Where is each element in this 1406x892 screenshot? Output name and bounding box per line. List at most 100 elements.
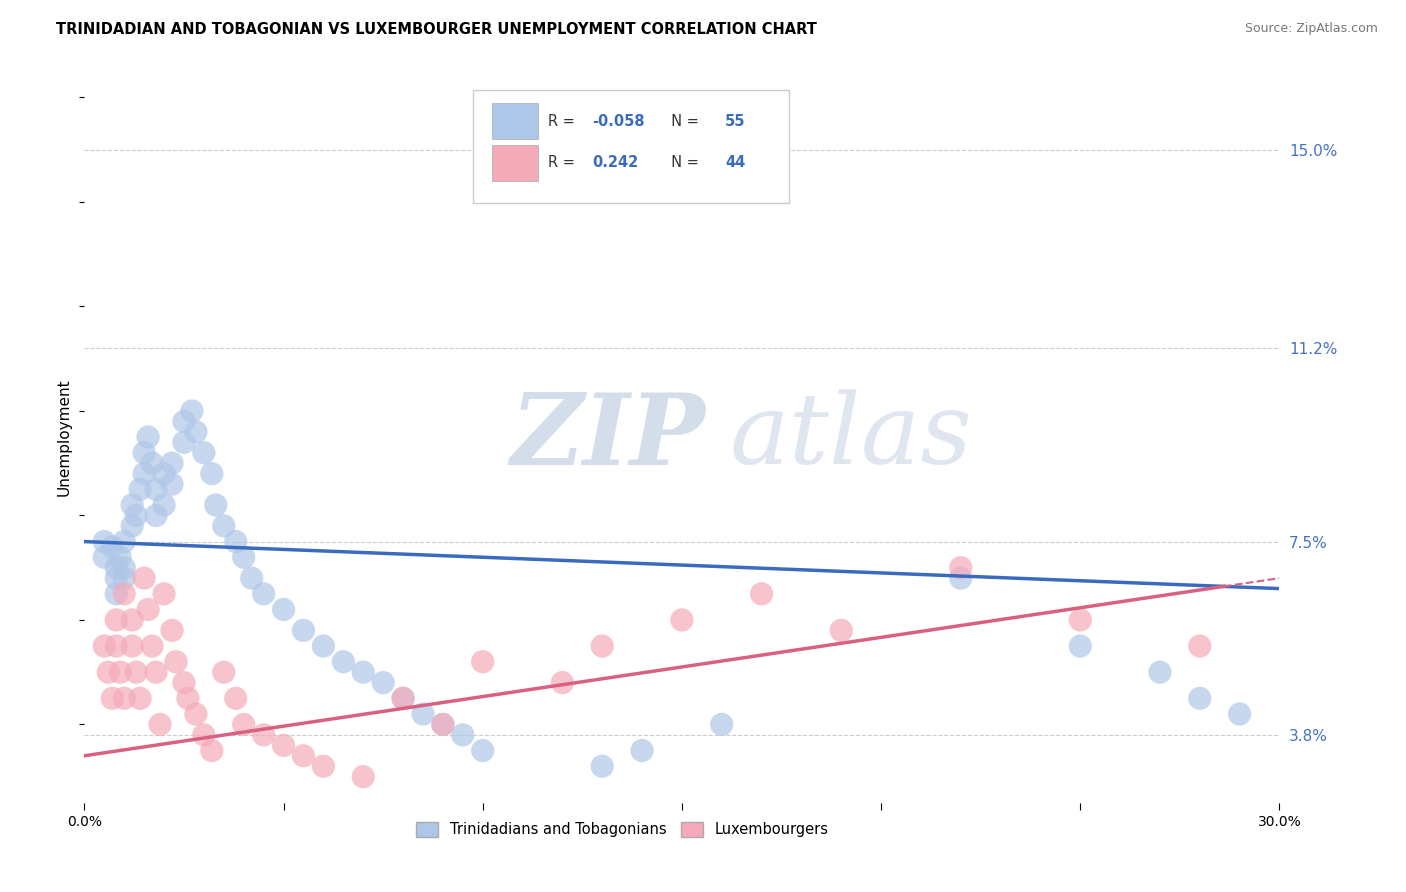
Point xyxy=(432,717,454,731)
Point xyxy=(232,550,254,565)
Point xyxy=(225,691,247,706)
Point xyxy=(373,675,395,690)
Point xyxy=(121,639,143,653)
Point xyxy=(352,665,374,680)
Point xyxy=(105,571,128,585)
Point xyxy=(830,624,852,638)
Point xyxy=(112,534,135,549)
Point xyxy=(181,404,204,418)
Point xyxy=(240,571,263,585)
Point xyxy=(121,519,143,533)
Point xyxy=(141,456,163,470)
Point xyxy=(105,560,128,574)
Point xyxy=(205,498,228,512)
Point xyxy=(710,717,733,731)
FancyBboxPatch shape xyxy=(492,145,538,181)
Point xyxy=(671,613,693,627)
Point xyxy=(125,665,148,680)
Point xyxy=(273,602,295,616)
Text: TRINIDADIAN AND TOBAGONIAN VS LUXEMBOURGER UNEMPLOYMENT CORRELATION CHART: TRINIDADIAN AND TOBAGONIAN VS LUXEMBOURG… xyxy=(56,22,817,37)
Point xyxy=(173,414,195,428)
FancyBboxPatch shape xyxy=(472,90,790,203)
Point xyxy=(173,675,195,690)
Point xyxy=(352,770,374,784)
Point xyxy=(149,717,172,731)
Point xyxy=(1188,639,1211,653)
Point xyxy=(145,508,167,523)
Point xyxy=(273,739,295,753)
Point xyxy=(160,624,183,638)
Point xyxy=(432,717,454,731)
Point xyxy=(145,483,167,497)
Point xyxy=(212,665,235,680)
Point xyxy=(160,477,183,491)
Point xyxy=(93,550,115,565)
FancyBboxPatch shape xyxy=(492,103,538,139)
Point xyxy=(591,759,613,773)
Point xyxy=(471,655,494,669)
Point xyxy=(105,613,128,627)
Point xyxy=(193,728,215,742)
Point xyxy=(129,691,152,706)
Point xyxy=(112,587,135,601)
Point xyxy=(253,587,276,601)
Point xyxy=(105,587,128,601)
Point xyxy=(132,446,156,460)
Point xyxy=(105,639,128,653)
Point xyxy=(110,665,132,680)
Point xyxy=(949,560,972,574)
Text: N =: N = xyxy=(662,113,703,128)
Point xyxy=(451,728,474,742)
Point xyxy=(132,467,156,481)
Point xyxy=(212,519,235,533)
Point xyxy=(129,483,152,497)
Point xyxy=(949,571,972,585)
Point xyxy=(132,571,156,585)
Text: R =: R = xyxy=(548,113,579,128)
Point xyxy=(165,655,187,669)
Legend: Trinidadians and Tobagonians, Luxembourgers: Trinidadians and Tobagonians, Luxembourg… xyxy=(411,816,834,843)
Point xyxy=(1188,691,1211,706)
Point xyxy=(110,550,132,565)
Point xyxy=(153,467,176,481)
Point xyxy=(1069,639,1091,653)
Point xyxy=(112,691,135,706)
Point xyxy=(591,639,613,653)
Point xyxy=(332,655,354,669)
Point xyxy=(101,540,124,554)
Point xyxy=(93,534,115,549)
Point xyxy=(292,624,315,638)
Point xyxy=(121,498,143,512)
Point xyxy=(177,691,200,706)
Point xyxy=(184,425,207,439)
Point xyxy=(112,560,135,574)
Text: N =: N = xyxy=(662,155,703,170)
Point xyxy=(1069,613,1091,627)
Point xyxy=(1229,706,1251,721)
Point xyxy=(392,691,415,706)
Point xyxy=(93,639,115,653)
Text: Source: ZipAtlas.com: Source: ZipAtlas.com xyxy=(1244,22,1378,36)
Point xyxy=(1149,665,1171,680)
Point xyxy=(232,717,254,731)
Text: 44: 44 xyxy=(725,155,745,170)
Text: 55: 55 xyxy=(725,113,745,128)
Point xyxy=(751,587,773,601)
Point xyxy=(412,706,434,721)
Text: 0.242: 0.242 xyxy=(592,155,638,170)
Point xyxy=(392,691,415,706)
Point xyxy=(153,587,176,601)
Point xyxy=(631,743,654,757)
Point xyxy=(136,602,159,616)
Point xyxy=(145,665,167,680)
Point xyxy=(292,748,315,763)
Point xyxy=(225,534,247,549)
Y-axis label: Unemployment: Unemployment xyxy=(56,378,72,496)
Point xyxy=(471,743,494,757)
Text: R =: R = xyxy=(548,155,583,170)
Point xyxy=(312,639,335,653)
Point xyxy=(201,467,224,481)
Point xyxy=(136,430,159,444)
Point xyxy=(184,706,207,721)
Point xyxy=(173,435,195,450)
